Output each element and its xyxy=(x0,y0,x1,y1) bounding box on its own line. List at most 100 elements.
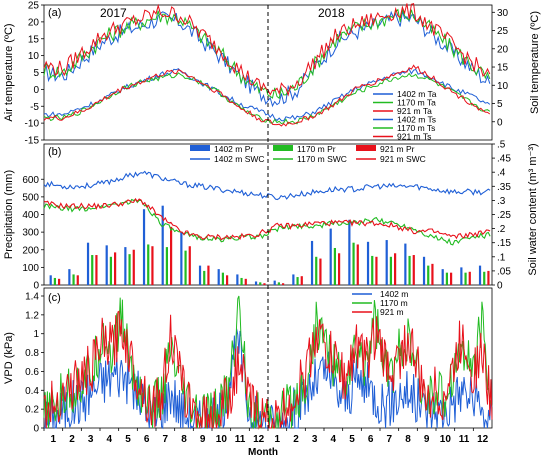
month-label: 9 xyxy=(424,434,430,445)
legend-label: 1170 m Pr xyxy=(297,144,336,154)
y-axis-title-air: Air temperature (ºC) xyxy=(3,23,15,121)
bar-1402-m-Pr xyxy=(124,247,127,285)
bar-1402-m-Pr xyxy=(385,240,388,285)
bar-1170-m-Pr xyxy=(408,255,411,285)
bar-921-m-Pr xyxy=(76,275,79,285)
y2-tick-label: 15 xyxy=(497,63,509,74)
month-label: 6 xyxy=(368,434,374,445)
legend-label: 921 m SWC xyxy=(380,154,426,164)
legend-label: 1402 m Pr xyxy=(214,144,253,154)
y-tick-label: 10 xyxy=(28,51,40,62)
y-tick-label: 0.6 xyxy=(25,367,39,378)
bar-1170-m-Pr xyxy=(352,242,355,285)
bar-921-m-Pr xyxy=(95,255,98,285)
panel-label: (b) xyxy=(48,146,61,158)
bar-1170-m-Pr xyxy=(184,250,187,285)
bar-1170-m-Pr xyxy=(203,270,206,285)
y-tick-label: 1.2 xyxy=(25,310,39,321)
y-tick-label: 500 xyxy=(22,192,39,203)
y2-axis-title-soil: Soil temperature (ºC) xyxy=(529,11,541,114)
month-label: 7 xyxy=(163,434,169,445)
y2-tick-label: 0 xyxy=(497,117,503,128)
y-tick-label: 0 xyxy=(33,281,39,292)
month-label: 6 xyxy=(144,434,150,445)
month-label: 3 xyxy=(312,434,318,445)
y-tick-label: 0.4 xyxy=(25,386,39,397)
bar-921-m-Pr xyxy=(132,249,135,285)
bar-1402-m-Pr xyxy=(310,240,314,285)
y-tick-label: 1 xyxy=(33,329,39,340)
y2-tick-label: .35 xyxy=(497,182,511,193)
month-label: 3 xyxy=(88,434,94,445)
bar-921-m-Pr xyxy=(114,252,117,285)
bar-1402-m-Pr xyxy=(198,265,202,285)
bar-1170-m-Pr xyxy=(53,277,56,285)
y2-tick-label: 25 xyxy=(497,26,509,37)
legend-label: 921 m xyxy=(380,307,404,317)
bar-1402-m-Pr xyxy=(441,269,444,285)
y-tick-label: 100 xyxy=(22,263,39,274)
bar-1402-m-Pr xyxy=(161,205,164,285)
month-label: 8 xyxy=(181,434,187,445)
bar-1402-m-Pr xyxy=(273,280,276,285)
bar-1402-m-Pr xyxy=(217,269,220,285)
legend-label: 1170 m Ta xyxy=(397,98,436,108)
panel-b: 0 100 200 300 400 500 600 0 .05 .1 .15 .2 .25 .3 .35 .4… xyxy=(3,140,539,292)
y-tick-label: 25 xyxy=(28,1,40,12)
bar-1170-m-Pr xyxy=(91,255,94,285)
y2-tick-label: .2 xyxy=(497,224,506,235)
panel-c: 0 0.2 0.4 0.6 0.8 1 1.2 1.4 VPD (kPa) (c) 1402 m11… xyxy=(3,287,493,435)
bar-921-m-Pr xyxy=(431,263,434,285)
y2-tick-label: 30 xyxy=(497,8,509,19)
bar-921-m-Pr xyxy=(375,256,378,285)
bar-1402-m-Pr xyxy=(236,274,239,285)
y-tick-label: 0 xyxy=(33,85,39,96)
bar-921-m-Pr xyxy=(244,278,247,285)
bar-1170-m-Pr xyxy=(483,271,486,285)
bar-921-m-Pr xyxy=(58,278,61,285)
y-tick-label: 300 xyxy=(22,228,39,239)
legend-b: 1402 m Pr 1170 m Pr 921 m Pr 1402 m SWC 1170… xyxy=(190,144,426,164)
y-tick-label: 20 xyxy=(28,17,40,28)
legend-swatch xyxy=(273,145,293,151)
bar-1170-m-Pr xyxy=(165,247,168,285)
month-label: 9 xyxy=(200,434,206,445)
bar-921-m-Pr xyxy=(319,258,322,285)
month-label: 11 xyxy=(459,434,470,445)
y-tick-label: 400 xyxy=(22,210,39,221)
legend-label: 1402 m Ts xyxy=(397,115,436,125)
legend-label: 1402 m Ta xyxy=(397,89,437,99)
y-tick-label: 1.4 xyxy=(25,292,39,303)
month-label: 10 xyxy=(216,434,228,445)
swc-line-1402-m-SWC xyxy=(43,170,491,201)
bar-1402-m-Pr xyxy=(254,281,258,285)
swc-line-1170-m-SWC xyxy=(43,198,491,246)
year-label-2017: 2017 xyxy=(100,6,127,20)
bar-921-m-Pr xyxy=(207,265,210,285)
swc-line-921-m-SWC xyxy=(43,197,491,241)
y-axis-title-precip: Precipitation (mm) xyxy=(3,170,15,259)
y-tick-label: 15 xyxy=(28,34,40,45)
month-label: 4 xyxy=(107,434,113,445)
bar-921-m-Pr xyxy=(394,253,397,285)
bar-921-m-Pr xyxy=(263,283,266,285)
bar-1402-m-Pr xyxy=(86,242,90,285)
bar-921-m-Pr xyxy=(300,276,303,285)
bar-1402-m-Pr xyxy=(292,274,295,285)
month-label: 2 xyxy=(293,434,299,445)
y2-tick-label: 10 xyxy=(497,81,509,92)
y-tick-label: 0.2 xyxy=(25,405,39,416)
bar-1170-m-Pr xyxy=(128,254,131,285)
legend-label: 1170 m Ts xyxy=(397,123,435,133)
legend-label: 921 m Ta xyxy=(397,106,432,116)
bar-1170-m-Pr xyxy=(147,244,150,285)
series-line-921-m-Ta xyxy=(43,2,491,97)
bar-1170-m-Pr xyxy=(221,272,224,285)
bar-921-m-Pr xyxy=(338,253,341,285)
y2-tick-label: 0 xyxy=(497,281,503,292)
panel-label: (a) xyxy=(48,7,61,19)
month-label: 1 xyxy=(51,434,57,445)
bar-1170-m-Pr xyxy=(371,255,374,285)
